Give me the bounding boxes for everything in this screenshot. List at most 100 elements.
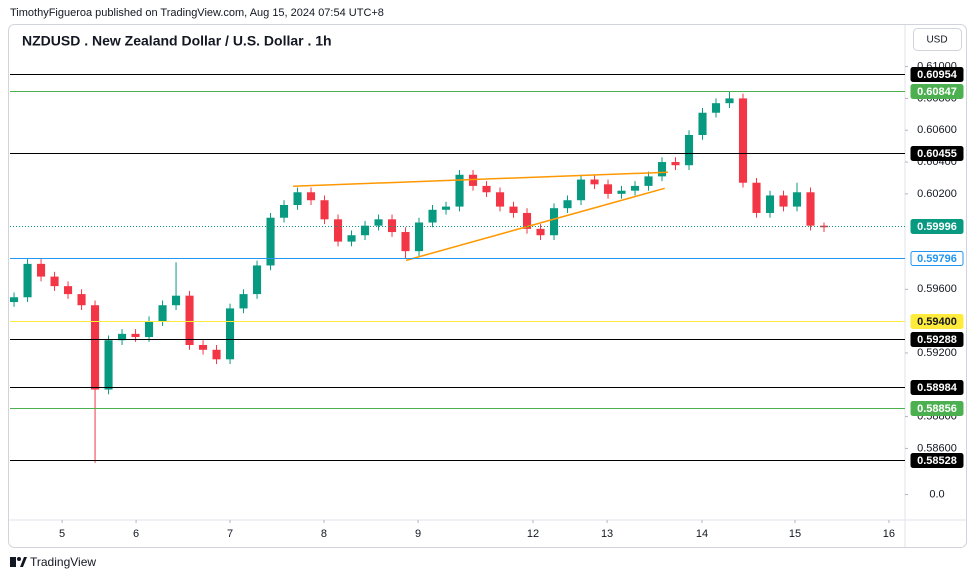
price-tag [910, 67, 964, 82]
trendline [405, 187, 665, 262]
logo-part [20, 557, 27, 567]
y-tick-label: 0.59200 [917, 347, 957, 359]
candle-body [198, 345, 208, 350]
candle-body [455, 174, 464, 207]
candle-body [644, 176, 653, 186]
candle-body [725, 98, 734, 104]
candle-body [185, 295, 194, 345]
brand-logo [10, 557, 27, 567]
candle-body [333, 219, 343, 242]
x-tick-label: 14 [696, 528, 708, 540]
price-tag-label: 0.60954 [917, 69, 958, 81]
currency-button[interactable] [913, 28, 962, 51]
candle-body [90, 305, 100, 390]
price-tag-label: 0.60847 [917, 86, 957, 98]
candle-body [495, 192, 505, 207]
price-tag [910, 314, 964, 329]
candle-body [279, 205, 289, 218]
candle-body [441, 206, 451, 210]
chart-title: NZDUSD . New Zealand Dollar / U.S. Dolla… [22, 33, 332, 49]
x-tick-label: 8 [321, 528, 327, 540]
logo-part [17, 557, 21, 561]
candle-body [752, 182, 761, 213]
y-tick-label: 0.58600 [917, 442, 957, 454]
candle-body [468, 174, 478, 186]
candle-body [671, 162, 680, 166]
price-tag-label: 0.58984 [917, 382, 958, 394]
candle-body [77, 294, 86, 306]
candle-body [374, 219, 383, 226]
price-tag [910, 401, 964, 416]
candle-body [36, 263, 46, 277]
y-tick-label: 0.60600 [917, 124, 957, 136]
price-tag [910, 84, 964, 99]
candle-body [131, 333, 140, 338]
x-tick-label: 5 [59, 528, 65, 540]
candle-body [792, 192, 802, 207]
x-tick-label: 15 [789, 528, 801, 540]
price-tag-label: 0.59288 [917, 334, 957, 346]
brand-name: TradingView [30, 555, 96, 569]
candle-body [563, 200, 572, 209]
price-tag [910, 332, 964, 347]
candle-body [779, 195, 788, 207]
candle-body [104, 340, 113, 390]
x-tick-label: 12 [527, 528, 539, 540]
price-tag [910, 380, 964, 395]
candle-body [360, 225, 370, 236]
publisher-line: TimothyFigueroa published on TradingView… [10, 7, 384, 19]
candle-body [63, 286, 73, 295]
x-tick-label: 13 [601, 528, 613, 540]
candle-body [347, 235, 356, 242]
candle-body [428, 209, 437, 223]
candle-body [320, 200, 329, 220]
price-tag [910, 453, 964, 468]
candle-body [239, 294, 248, 309]
price-tag-label: 0.59796 [917, 253, 957, 265]
candle-body [117, 333, 127, 341]
candle-body [293, 192, 302, 205]
candle-body [387, 219, 397, 233]
price-tag-label: 0.60455 [917, 148, 957, 160]
candle-body [414, 222, 424, 252]
candle-body [10, 297, 19, 303]
x-tick-label: 6 [133, 528, 139, 540]
price-tag [910, 146, 964, 161]
x-tick-label: 16 [883, 528, 895, 540]
y-tick-label: 0.0 [929, 488, 944, 500]
candle-body [819, 225, 829, 228]
price-tag-label: 0.58528 [917, 455, 957, 467]
candle-body [765, 195, 775, 213]
candle-body [630, 185, 640, 191]
candle-body [657, 162, 667, 177]
chart-frame [8, 24, 967, 548]
price-tag-label: 0.59400 [917, 316, 957, 328]
candle-body [684, 135, 694, 166]
candle-body [266, 217, 275, 266]
price-tag-label: 0.58856 [917, 403, 957, 415]
y-tick-label: 0.59600 [917, 283, 957, 295]
candle-body [711, 103, 721, 113]
currency-label[interactable]: USD [926, 35, 947, 46]
candle-body [482, 185, 491, 193]
candle-body [144, 321, 154, 338]
candle-body [23, 263, 32, 298]
candle-body [576, 179, 586, 201]
candle-body [590, 179, 599, 185]
candle-body [158, 305, 167, 322]
plot-area: 0.00.586000.588000.592000.596000.602000.… [10, 60, 964, 540]
candle-body [225, 308, 235, 360]
candle-body [522, 212, 532, 229]
x-tick-label: 7 [227, 528, 233, 540]
logo-part [10, 557, 16, 567]
candle-body [806, 192, 815, 226]
candle-body [50, 276, 59, 287]
candle-body [617, 190, 626, 194]
candle-body [306, 192, 316, 201]
candle-body [252, 265, 262, 295]
candle-body [603, 184, 613, 194]
price-tag-label: 0.59996 [917, 221, 957, 233]
x-tick-label: 9 [415, 528, 421, 540]
candle-body [401, 232, 410, 252]
